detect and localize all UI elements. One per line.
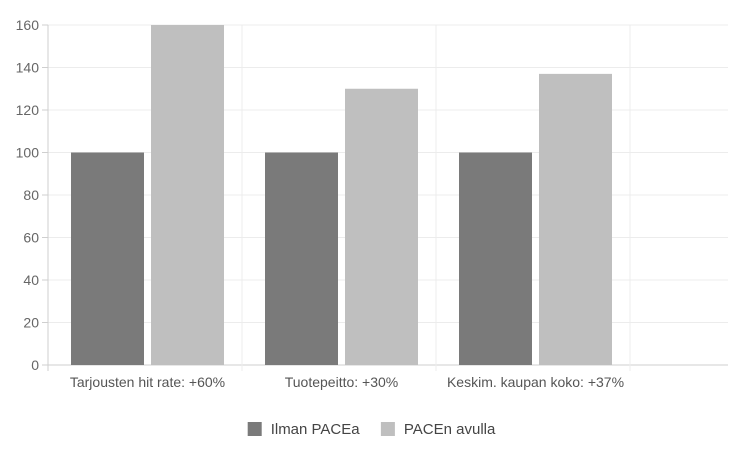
x-category-label: Tarjousten hit rate: +60% [70, 374, 225, 390]
labels: 0 20 40 60 80 100 120 140 160 Tarjousten hit rate… [16, 17, 624, 390]
y-tick-label: 60 [23, 230, 39, 246]
y-tick-label: 80 [23, 187, 39, 203]
axes [42, 24, 49, 371]
y-tick-label: 40 [23, 272, 39, 288]
y-tick-label: 160 [16, 17, 40, 33]
y-tick-label: 120 [16, 102, 40, 118]
x-category-label: Keskim. kaupan koko: +37% [447, 374, 624, 390]
y-tick-label: 20 [23, 315, 39, 331]
legend-swatch [247, 422, 262, 436]
y-tick-label: 0 [31, 357, 39, 373]
bar-pacen-avulla-1 [345, 88, 418, 365]
bar-ilman-pacea-2 [459, 152, 532, 365]
x-category-label: Tuotepeitto: +30% [285, 374, 399, 390]
bar-ilman-pacea-0 [71, 152, 144, 365]
y-tick-label: 140 [16, 60, 40, 76]
legend-swatch [380, 422, 395, 436]
legend-label: PACEn avulla [404, 421, 496, 438]
legend-label: Ilman PACEa [271, 421, 361, 438]
bars [71, 25, 612, 365]
y-tick-label: 100 [16, 145, 40, 161]
bar-pacen-avulla-0 [151, 25, 224, 365]
legend: Ilman PACEa PACEn avulla [247, 421, 496, 438]
bar-pacen-avulla-2 [539, 73, 612, 365]
bar-ilman-pacea-1 [265, 152, 338, 365]
